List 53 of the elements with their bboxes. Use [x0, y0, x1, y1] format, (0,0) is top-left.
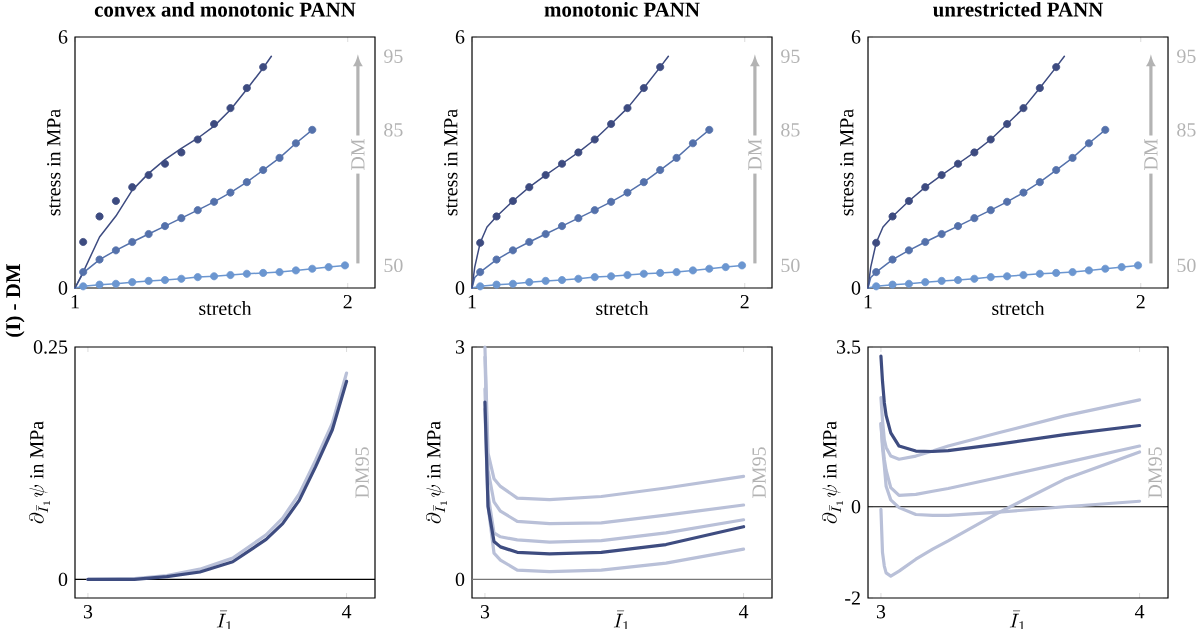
text: 95: [1177, 49, 1196, 63]
y-axis-title: $\partial_{\bar{I}_1}\psi\ \mathrm{in\ MPa}$: [426, 421, 447, 524]
chart-title: unrestricted PANN: [933, 1, 1104, 17]
y-axis-title: stress in MPa: [840, 109, 854, 216]
annotation: DM: [351, 139, 365, 171]
x-axis-title: stretch: [596, 301, 649, 316]
text: 85: [384, 123, 403, 137]
y-tick-label: -2: [845, 591, 860, 605]
y-tick-label: 0.25: [33, 340, 68, 354]
series-label: 50: [781, 258, 800, 273]
x-axis-title: stretch: [992, 301, 1045, 316]
annotation: DM95: [355, 447, 369, 498]
x-tick-label: 1: [71, 295, 79, 309]
x-tick-label: 3: [480, 605, 490, 619]
x-tick-label: 4: [341, 605, 352, 619]
chart-title: monotonic PANN: [544, 1, 700, 17]
y-axis-title: $\partial_{\bar{I}_1}\psi\ \mathrm{in\ MPa}$: [822, 421, 843, 524]
y-tick-label: 6: [851, 30, 861, 44]
text: 95: [781, 49, 800, 63]
text: 95: [384, 49, 403, 63]
y-axis-title: stress in MPa: [444, 109, 458, 216]
y-tick-label: 0: [58, 572, 68, 587]
x-tick-label: 2: [740, 295, 749, 309]
text: (I) - DM: [5, 264, 25, 337]
x-tick-label: 4: [1134, 605, 1145, 619]
y-tick-label: 0: [851, 500, 861, 514]
x-tick-label: 2: [343, 295, 352, 309]
y-tick-label: 3.5: [837, 340, 861, 354]
annotation: DM: [1144, 139, 1158, 171]
series-label: 50: [384, 258, 403, 273]
x-tick-label: 1: [468, 295, 476, 309]
text: 85: [1177, 123, 1196, 137]
text: 85: [781, 123, 800, 137]
chart-title: convex and monotonic PANN: [94, 1, 356, 17]
x-tick-label: 1: [864, 295, 872, 309]
x-axis-title: stretch: [199, 301, 252, 316]
y-tick-label: 6: [58, 30, 68, 44]
series-label: 50: [1177, 258, 1196, 273]
y-tick-label: 0: [455, 572, 465, 587]
x-tick-label: 4: [738, 605, 749, 619]
annotation: DM95: [1148, 447, 1162, 498]
y-axis-title: stress in MPa: [47, 109, 61, 216]
annotation: DM95: [752, 447, 766, 498]
x-tick-label: 3: [876, 605, 886, 619]
y-tick-label: 0: [851, 281, 861, 295]
y-tick-label: 3: [455, 340, 465, 354]
y-axis-title: $\partial_{\bar{I}_1}\psi\ \mathrm{in\ MPa}$: [29, 421, 50, 524]
x-tick-label: 3: [83, 605, 93, 619]
y-tick-label: 0: [58, 281, 68, 295]
x-tick-label: 2: [1136, 295, 1145, 309]
annotation: DM: [748, 139, 762, 171]
y-tick-label: 0: [455, 281, 465, 295]
y-tick-label: 6: [455, 30, 465, 44]
